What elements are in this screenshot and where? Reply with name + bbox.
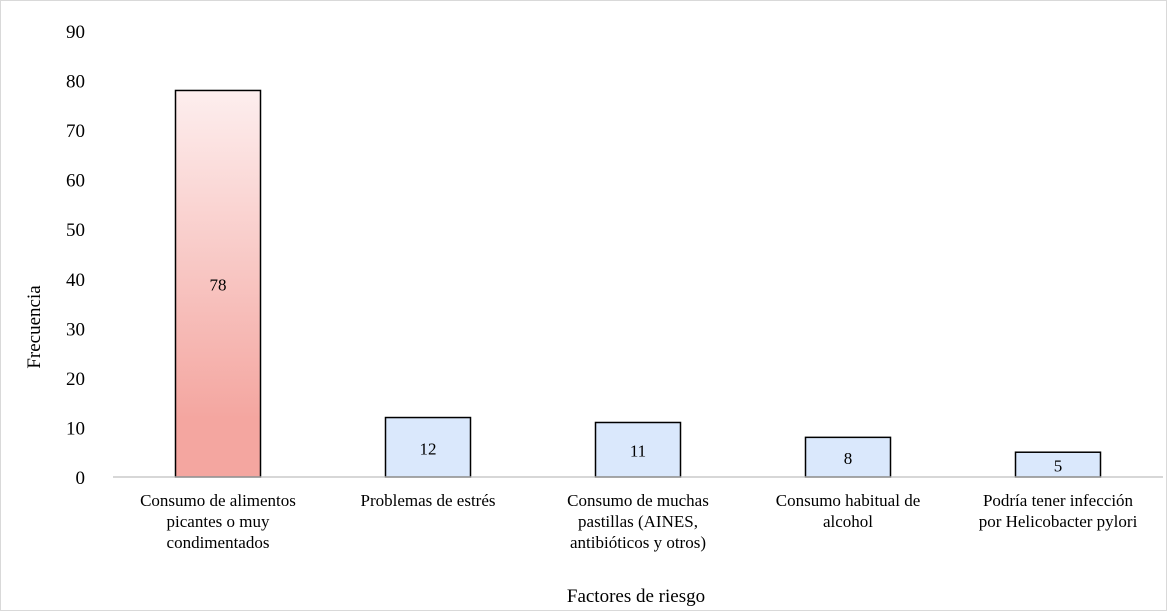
x-tick-label: Consumo de alimentos picantes o muy condim… — [140, 491, 296, 552]
x-tick-label: Problemas de estrés — [360, 491, 495, 510]
x-axis: Consumo de alimentos picantes o muy condim… — [113, 476, 1163, 552]
x-tick-label: Consumo habitual de alcohol — [776, 491, 920, 531]
y-tick-label: 40 — [66, 270, 85, 291]
y-axis: 0 10 20 30 40 50 60 70 80 90 — [66, 22, 85, 489]
y-tick-label: 80 — [66, 72, 85, 93]
y-tick-label: 20 — [66, 369, 85, 390]
y-tick-label: 50 — [66, 220, 85, 241]
x-axis-title: Factores de riesgo — [567, 586, 705, 607]
bars: 78 12 11 8 5 — [174, 89, 1102, 478]
bar-data-label: 8 — [844, 449, 853, 468]
y-tick-label: 30 — [66, 319, 85, 340]
y-tick-label: 0 — [76, 468, 86, 489]
bar — [384, 416, 472, 478]
y-tick-label: 10 — [66, 418, 85, 439]
x-tick-label: Podría tener infección por Helicobacter p… — [979, 491, 1138, 531]
bar-data-label: 5 — [1054, 457, 1063, 476]
y-tick-label: 90 — [66, 22, 85, 43]
bar-data-label: 11 — [630, 442, 646, 461]
y-axis-title: Frecuencia — [24, 285, 45, 369]
bar — [804, 436, 892, 478]
bar — [174, 89, 262, 478]
x-tick-label: Consumo de muchas pastillas (AINES, antibi… — [567, 491, 709, 552]
y-tick-label: 70 — [66, 121, 85, 142]
bar-data-label: 12 — [420, 439, 437, 458]
y-tick-label: 60 — [66, 171, 85, 192]
bar-data-label: 78 — [210, 276, 227, 295]
